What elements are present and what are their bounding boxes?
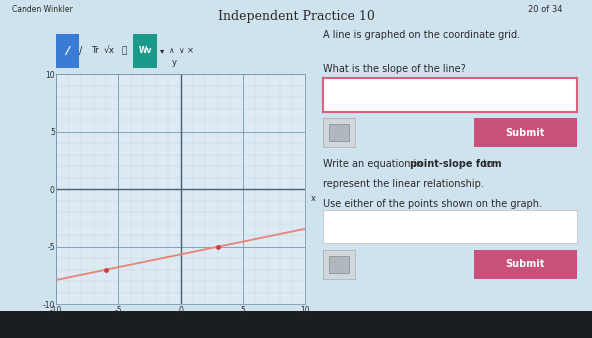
Text: y: y	[172, 58, 177, 68]
Text: ∨: ∨	[178, 46, 184, 55]
Text: ⛹: ⛹	[121, 46, 127, 55]
Text: √x: √x	[104, 46, 115, 55]
Text: Canden Winkler: Canden Winkler	[12, 5, 73, 14]
Text: Independent Practice 10: Independent Practice 10	[218, 10, 374, 23]
Text: represent the linear relationship.: represent the linear relationship.	[323, 179, 484, 189]
Text: /: /	[66, 46, 69, 56]
Text: What is the slope of the line?: What is the slope of the line?	[323, 64, 465, 74]
Text: Wv: Wv	[139, 46, 152, 55]
Text: Tr: Tr	[91, 46, 99, 55]
Text: point-slope form: point-slope form	[410, 159, 502, 169]
Bar	[329, 256, 349, 273]
Text: to: to	[480, 159, 493, 169]
Text: ×: ×	[186, 46, 194, 55]
Text: /: /	[79, 46, 83, 56]
Bar	[329, 124, 349, 141]
Text: Submit: Submit	[506, 260, 545, 269]
Text: ∧: ∧	[168, 46, 174, 55]
Text: Submit: Submit	[506, 128, 545, 138]
Text: Write an equation in: Write an equation in	[323, 159, 426, 169]
Text: Use either of the points shown on the graph.: Use either of the points shown on the gr…	[323, 199, 542, 210]
Text: ▾: ▾	[159, 46, 164, 55]
Text: A line is graphed on the coordinate grid.: A line is graphed on the coordinate grid…	[323, 30, 520, 41]
Text: 20 of 34: 20 of 34	[528, 5, 562, 14]
Text: x: x	[311, 194, 316, 203]
